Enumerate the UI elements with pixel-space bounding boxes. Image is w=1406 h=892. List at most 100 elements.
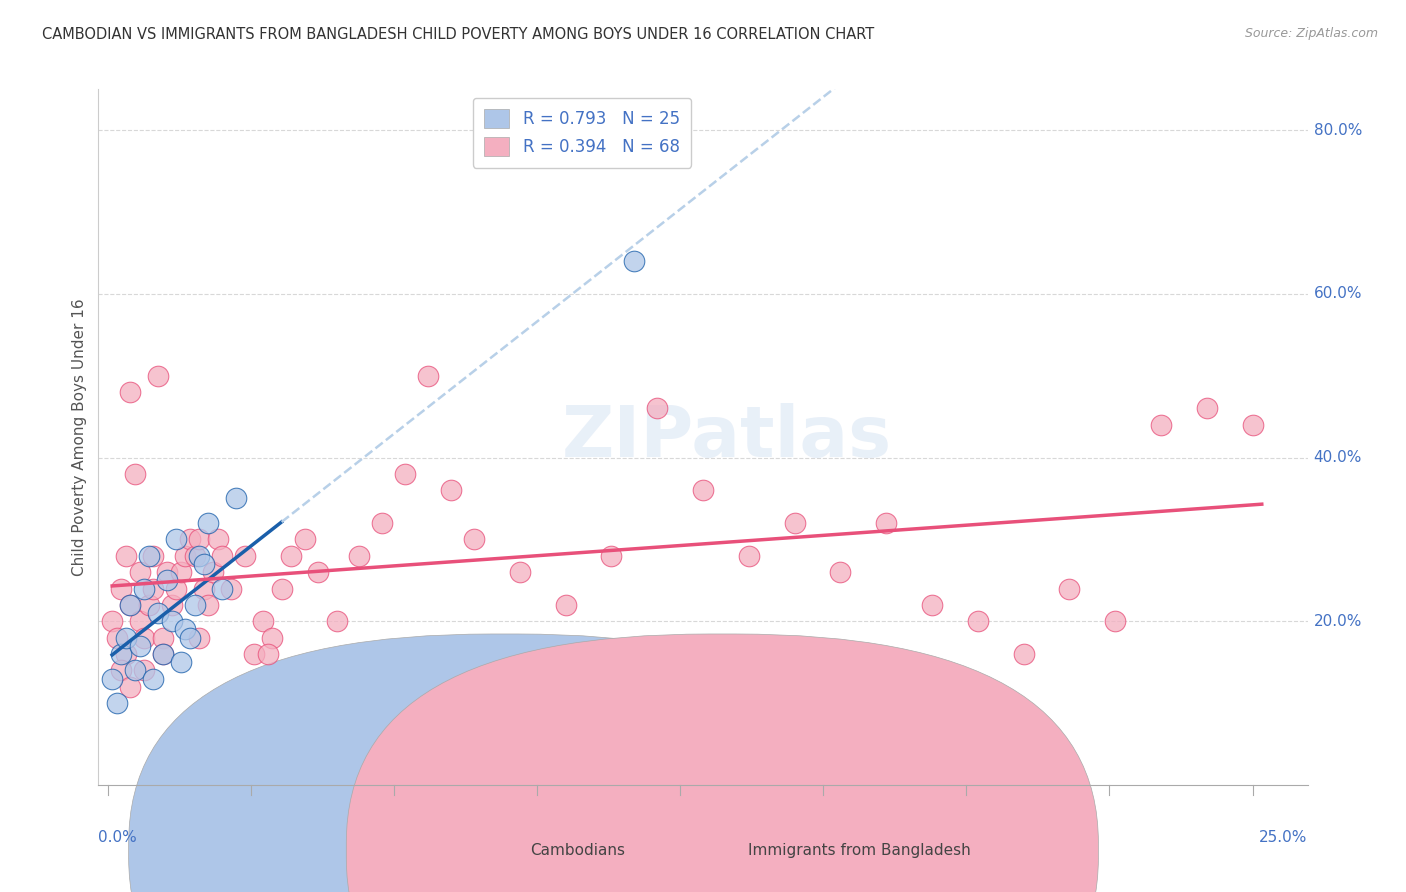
- Point: [193, 582, 215, 596]
- Point: [138, 598, 160, 612]
- FancyBboxPatch shape: [346, 634, 1098, 892]
- Point: [1195, 401, 1218, 416]
- Point: [142, 582, 165, 596]
- Point: [1104, 614, 1126, 628]
- Point: [152, 647, 174, 661]
- Point: [110, 664, 132, 678]
- Point: [142, 672, 165, 686]
- Point: [101, 672, 124, 686]
- Point: [134, 582, 156, 596]
- Point: [197, 516, 219, 530]
- Point: [307, 565, 329, 579]
- Point: [120, 680, 142, 694]
- Legend: R = 0.793   N = 25, R = 0.394   N = 68: R = 0.793 N = 25, R = 0.394 N = 68: [472, 97, 692, 168]
- Text: 25.0%: 25.0%: [1260, 830, 1308, 846]
- Point: [211, 582, 233, 596]
- Point: [197, 598, 219, 612]
- Point: [183, 598, 205, 612]
- Point: [160, 614, 183, 628]
- FancyBboxPatch shape: [129, 634, 880, 892]
- Point: [134, 664, 156, 678]
- Point: [105, 696, 128, 710]
- Point: [219, 582, 242, 596]
- Point: [170, 655, 193, 669]
- Point: [692, 483, 714, 498]
- Point: [211, 549, 233, 563]
- Point: [1012, 647, 1035, 661]
- Point: [207, 533, 229, 547]
- Point: [188, 549, 211, 563]
- Point: [174, 623, 197, 637]
- Point: [115, 647, 138, 661]
- Point: [394, 467, 416, 481]
- Point: [188, 533, 211, 547]
- Point: [183, 549, 205, 563]
- Point: [294, 533, 316, 547]
- Point: [160, 598, 183, 612]
- Point: [128, 614, 150, 628]
- Point: [270, 582, 292, 596]
- Point: [252, 614, 274, 628]
- Point: [124, 467, 146, 481]
- Point: [188, 631, 211, 645]
- Point: [193, 557, 215, 571]
- Text: Source: ZipAtlas.com: Source: ZipAtlas.com: [1244, 27, 1378, 40]
- Point: [440, 483, 463, 498]
- Point: [600, 549, 623, 563]
- Point: [262, 631, 284, 645]
- Point: [152, 647, 174, 661]
- Text: 0.0%: 0.0%: [98, 830, 138, 846]
- Point: [156, 565, 179, 579]
- Point: [146, 606, 169, 620]
- Point: [179, 631, 201, 645]
- Point: [128, 565, 150, 579]
- Point: [101, 614, 124, 628]
- Point: [1241, 417, 1264, 432]
- Point: [120, 385, 142, 400]
- Point: [165, 582, 187, 596]
- Point: [110, 582, 132, 596]
- Text: ZIPatlas: ZIPatlas: [562, 402, 893, 472]
- Point: [128, 639, 150, 653]
- Point: [645, 401, 668, 416]
- Point: [179, 533, 201, 547]
- Point: [225, 491, 247, 506]
- Text: Immigrants from Bangladesh: Immigrants from Bangladesh: [748, 843, 970, 858]
- Point: [165, 533, 187, 547]
- Point: [738, 549, 761, 563]
- Point: [233, 549, 256, 563]
- Point: [120, 598, 142, 612]
- Point: [325, 614, 347, 628]
- Point: [783, 516, 806, 530]
- Point: [921, 598, 943, 612]
- Point: [152, 631, 174, 645]
- Point: [156, 574, 179, 588]
- Text: 80.0%: 80.0%: [1313, 122, 1362, 137]
- Point: [115, 631, 138, 645]
- Point: [243, 647, 266, 661]
- Point: [509, 565, 531, 579]
- Point: [138, 549, 160, 563]
- Point: [349, 549, 371, 563]
- Point: [134, 631, 156, 645]
- Point: [875, 516, 897, 530]
- Point: [830, 565, 852, 579]
- Point: [201, 565, 224, 579]
- Point: [623, 254, 645, 268]
- Point: [463, 533, 485, 547]
- Point: [142, 549, 165, 563]
- Text: 20.0%: 20.0%: [1313, 614, 1362, 629]
- Point: [105, 631, 128, 645]
- Point: [146, 368, 169, 383]
- Point: [257, 647, 280, 661]
- Point: [554, 598, 576, 612]
- Point: [371, 516, 394, 530]
- Point: [120, 598, 142, 612]
- Point: [280, 549, 302, 563]
- Text: CAMBODIAN VS IMMIGRANTS FROM BANGLADESH CHILD POVERTY AMONG BOYS UNDER 16 CORREL: CAMBODIAN VS IMMIGRANTS FROM BANGLADESH …: [42, 27, 875, 42]
- Text: Cambodians: Cambodians: [530, 843, 626, 858]
- Point: [110, 647, 132, 661]
- Point: [115, 549, 138, 563]
- Point: [1150, 417, 1173, 432]
- Text: 60.0%: 60.0%: [1313, 286, 1362, 301]
